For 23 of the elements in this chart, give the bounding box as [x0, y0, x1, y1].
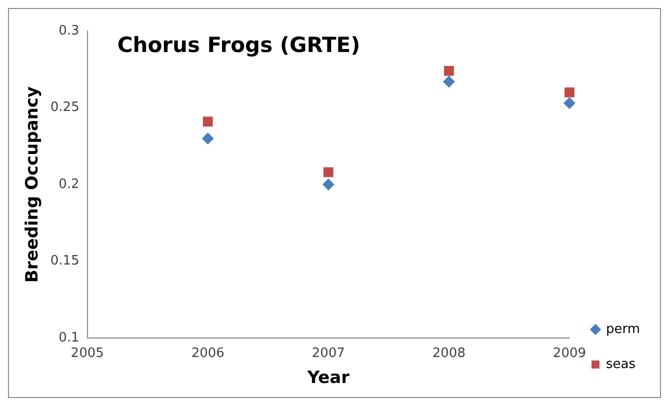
legend-label: seas [606, 356, 636, 372]
y-axis-title: Breeding Occupancy [22, 86, 43, 283]
x-tick-label: 2005 [70, 346, 104, 362]
point [564, 87, 574, 98]
point [444, 66, 454, 76]
y-tick-label: 0.25 [50, 100, 80, 116]
point [202, 132, 214, 144]
y-tick-label: 0.2 [58, 176, 80, 192]
y-tick-label: 0.3 [58, 23, 80, 38]
point [202, 116, 213, 127]
point [322, 178, 334, 190]
chart-title: Chorus Frogs (GRTE) [117, 32, 360, 57]
point [323, 167, 334, 178]
x-tick-label: 2006 [191, 346, 224, 362]
x-tick-label: 2009 [552, 346, 586, 362]
x-tick-label: 2008 [432, 346, 466, 362]
y-tick-label: 0.1 [58, 330, 80, 346]
x-axis-title: Year [306, 368, 350, 388]
y-tick-label: 0.15 [50, 254, 80, 269]
legend-label: perm [606, 322, 640, 337]
x-tick-label: 2007 [312, 346, 345, 362]
point [442, 76, 455, 88]
point [563, 97, 576, 110]
